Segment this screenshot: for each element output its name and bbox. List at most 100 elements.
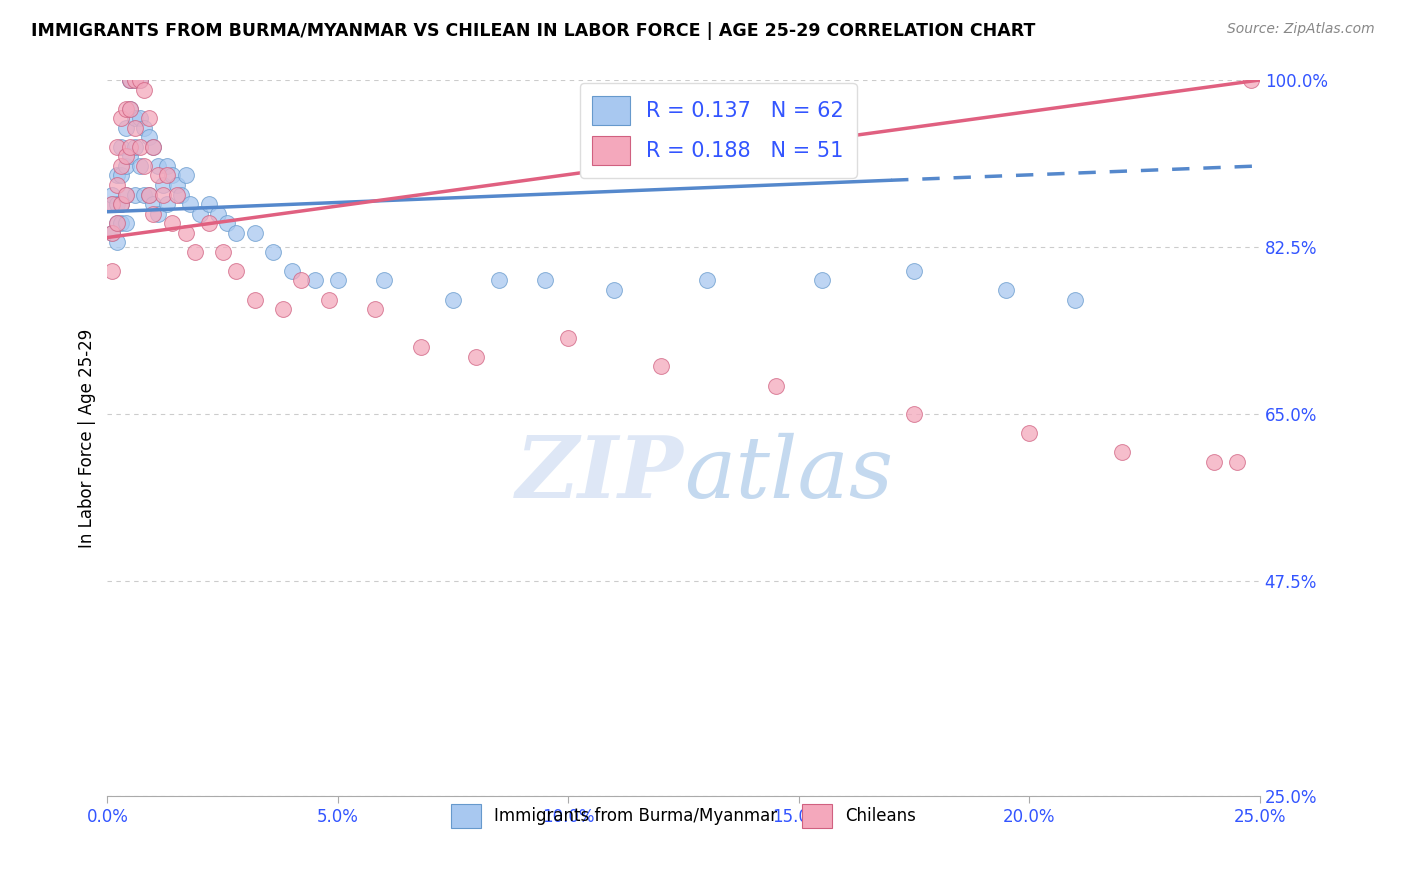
Point <box>211 244 233 259</box>
Point <box>225 264 247 278</box>
Point <box>124 120 146 135</box>
Point <box>1226 455 1249 469</box>
Point <box>488 273 510 287</box>
Point <box>903 407 925 421</box>
Point <box>101 226 124 240</box>
Point <box>138 187 160 202</box>
Point <box>128 111 150 125</box>
Point <box>120 73 142 87</box>
Point <box>146 159 169 173</box>
Point <box>110 140 132 154</box>
Point <box>271 302 294 317</box>
Point <box>110 159 132 173</box>
Point <box>120 73 142 87</box>
Point <box>160 169 183 183</box>
Text: IMMIGRANTS FROM BURMA/MYANMAR VS CHILEAN IN LABOR FORCE | AGE 25-29 CORRELATION : IMMIGRANTS FROM BURMA/MYANMAR VS CHILEAN… <box>31 22 1035 40</box>
Point <box>105 169 128 183</box>
Point <box>217 216 239 230</box>
Point <box>170 187 193 202</box>
Point <box>120 140 142 154</box>
Point <box>156 169 179 183</box>
Point <box>152 187 174 202</box>
Point <box>134 159 156 173</box>
Point <box>326 273 349 287</box>
Point <box>156 197 179 211</box>
Point <box>101 226 124 240</box>
Point <box>441 293 464 307</box>
Point <box>696 273 718 287</box>
Point <box>188 207 211 221</box>
Point <box>128 73 150 87</box>
Point <box>262 244 284 259</box>
Point <box>603 283 626 297</box>
Point <box>124 73 146 87</box>
Point <box>134 120 156 135</box>
Point <box>114 187 136 202</box>
Point <box>146 207 169 221</box>
Point <box>124 111 146 125</box>
Point <box>134 82 156 96</box>
Point <box>995 283 1018 297</box>
Point <box>110 169 132 183</box>
Point <box>120 102 142 116</box>
Point <box>105 178 128 192</box>
Point <box>557 331 579 345</box>
Point <box>243 293 266 307</box>
Point <box>128 159 150 173</box>
Point <box>364 302 387 317</box>
Point <box>114 102 136 116</box>
Point <box>105 235 128 250</box>
Point <box>134 187 156 202</box>
Point <box>114 159 136 173</box>
Point <box>110 216 132 230</box>
Text: atlas: atlas <box>683 433 893 516</box>
Point <box>114 149 136 163</box>
Point <box>142 197 165 211</box>
Point <box>184 244 207 259</box>
Point <box>160 216 183 230</box>
Point <box>101 264 124 278</box>
Point <box>409 340 432 354</box>
Point <box>174 169 197 183</box>
Point <box>114 187 136 202</box>
Point <box>1202 455 1225 469</box>
Point <box>142 207 165 221</box>
Point <box>225 226 247 240</box>
Point <box>156 159 179 173</box>
Point <box>105 140 128 154</box>
Text: Source: ZipAtlas.com: Source: ZipAtlas.com <box>1227 22 1375 37</box>
Point <box>534 273 557 287</box>
Point <box>124 140 146 154</box>
Point <box>198 197 221 211</box>
Point <box>105 216 128 230</box>
Point <box>146 169 169 183</box>
Point <box>166 178 188 192</box>
Point <box>120 73 142 87</box>
Point <box>281 264 304 278</box>
Legend: Immigrants from Burma/Myanmar, Chileans: Immigrants from Burma/Myanmar, Chileans <box>444 797 924 834</box>
Point <box>207 207 229 221</box>
Point <box>124 73 146 87</box>
Point <box>174 226 197 240</box>
Point <box>120 149 142 163</box>
Point <box>110 197 132 211</box>
Point <box>465 350 488 364</box>
Point <box>142 140 165 154</box>
Point <box>110 111 132 125</box>
Point <box>198 216 221 230</box>
Point <box>373 273 395 287</box>
Point <box>318 293 340 307</box>
Point <box>1111 445 1133 459</box>
Point <box>101 187 124 202</box>
Point <box>1240 73 1263 87</box>
Point <box>1018 426 1040 441</box>
Point <box>138 187 160 202</box>
Point <box>765 378 787 392</box>
Point <box>1064 293 1087 307</box>
Point <box>110 197 132 211</box>
Point <box>138 130 160 145</box>
Point <box>114 216 136 230</box>
Point <box>128 140 150 154</box>
Point <box>243 226 266 240</box>
Point <box>290 273 312 287</box>
